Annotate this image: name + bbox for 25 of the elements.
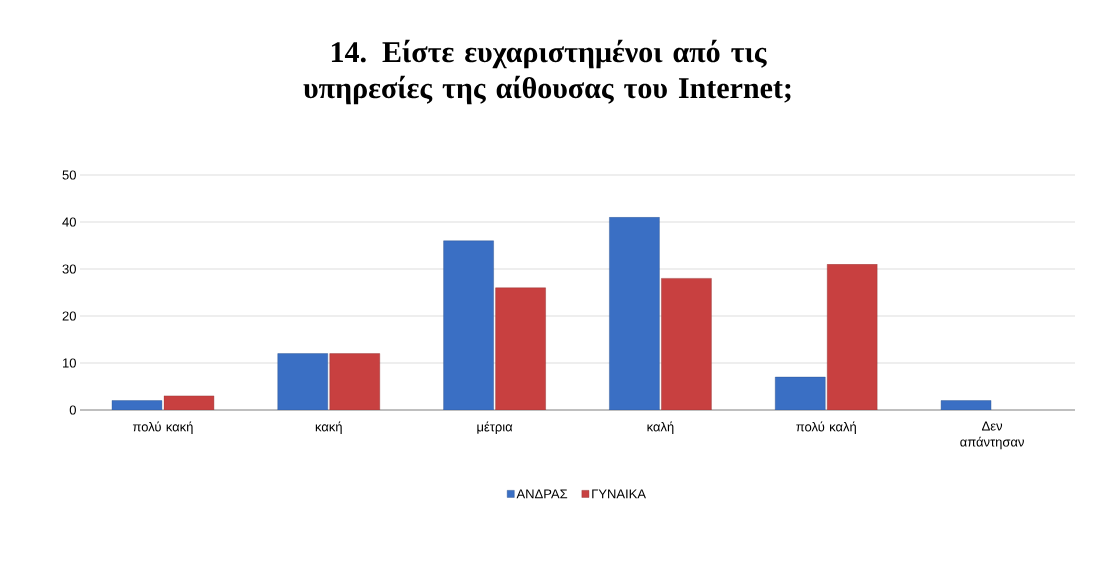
legend-label: ΓΥΝΑΙΚΑ: [592, 489, 646, 499]
y-tick-label: 30: [62, 264, 76, 274]
y-tick-label: 50: [62, 170, 76, 180]
bar: [443, 240, 494, 410]
bar: [495, 287, 546, 410]
bar: [277, 353, 328, 410]
y-tick-label: 0: [69, 405, 76, 415]
chart-title: 14. Είστε ευχαριστημένοι από τις υπηρεσίες της αίθουσας του Internet;: [303, 39, 791, 105]
x-tick-label: Δεν απάντησαν: [960, 421, 1024, 450]
x-tick-label: μέτρια: [477, 421, 513, 435]
x-tick-label: καλή: [647, 421, 674, 435]
legend-label: ΑΝΔΡΑΣ: [516, 489, 568, 499]
bar: [329, 353, 380, 410]
x-tick-label: κακή: [315, 421, 342, 435]
x-tick-label: πολύ καλή: [796, 421, 856, 435]
y-tick-label: 40: [62, 217, 76, 227]
bar: [775, 376, 826, 410]
bar: [661, 278, 712, 410]
y-tick-label: 10: [63, 358, 76, 368]
bar: [111, 400, 163, 410]
x-tick-label: πολύ κακή: [132, 421, 193, 435]
y-tick-label: 20: [62, 311, 76, 321]
bar: [609, 217, 660, 410]
bar: [827, 264, 878, 410]
bar: [940, 400, 992, 410]
